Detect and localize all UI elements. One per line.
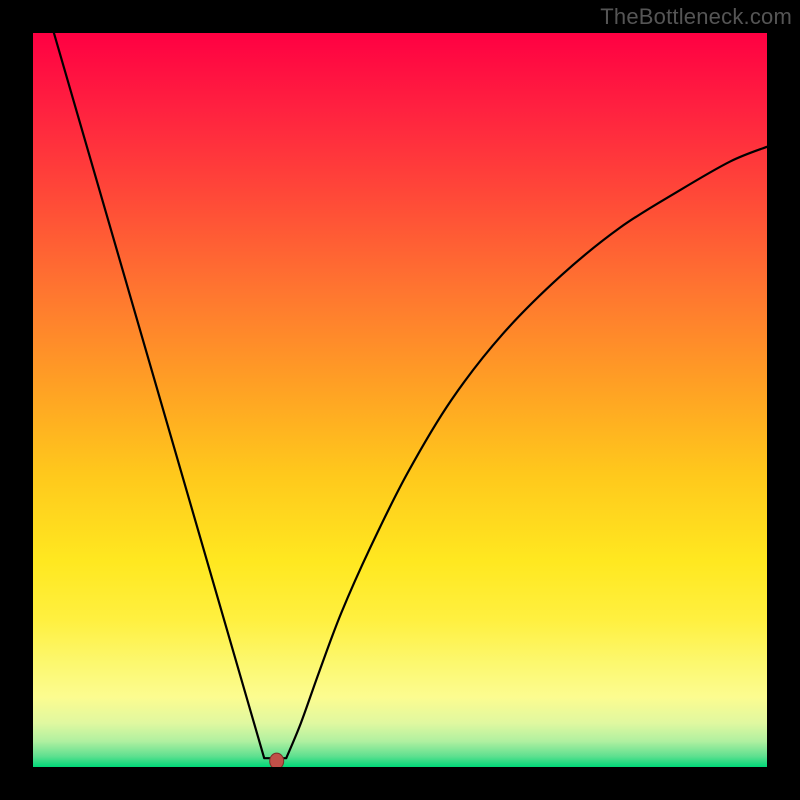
chart-container: TheBottleneck.com (0, 0, 800, 800)
watermark-text: TheBottleneck.com (600, 4, 792, 30)
bottleneck-chart (0, 0, 800, 800)
gradient-background (33, 33, 767, 767)
optimal-point-marker (270, 753, 284, 769)
